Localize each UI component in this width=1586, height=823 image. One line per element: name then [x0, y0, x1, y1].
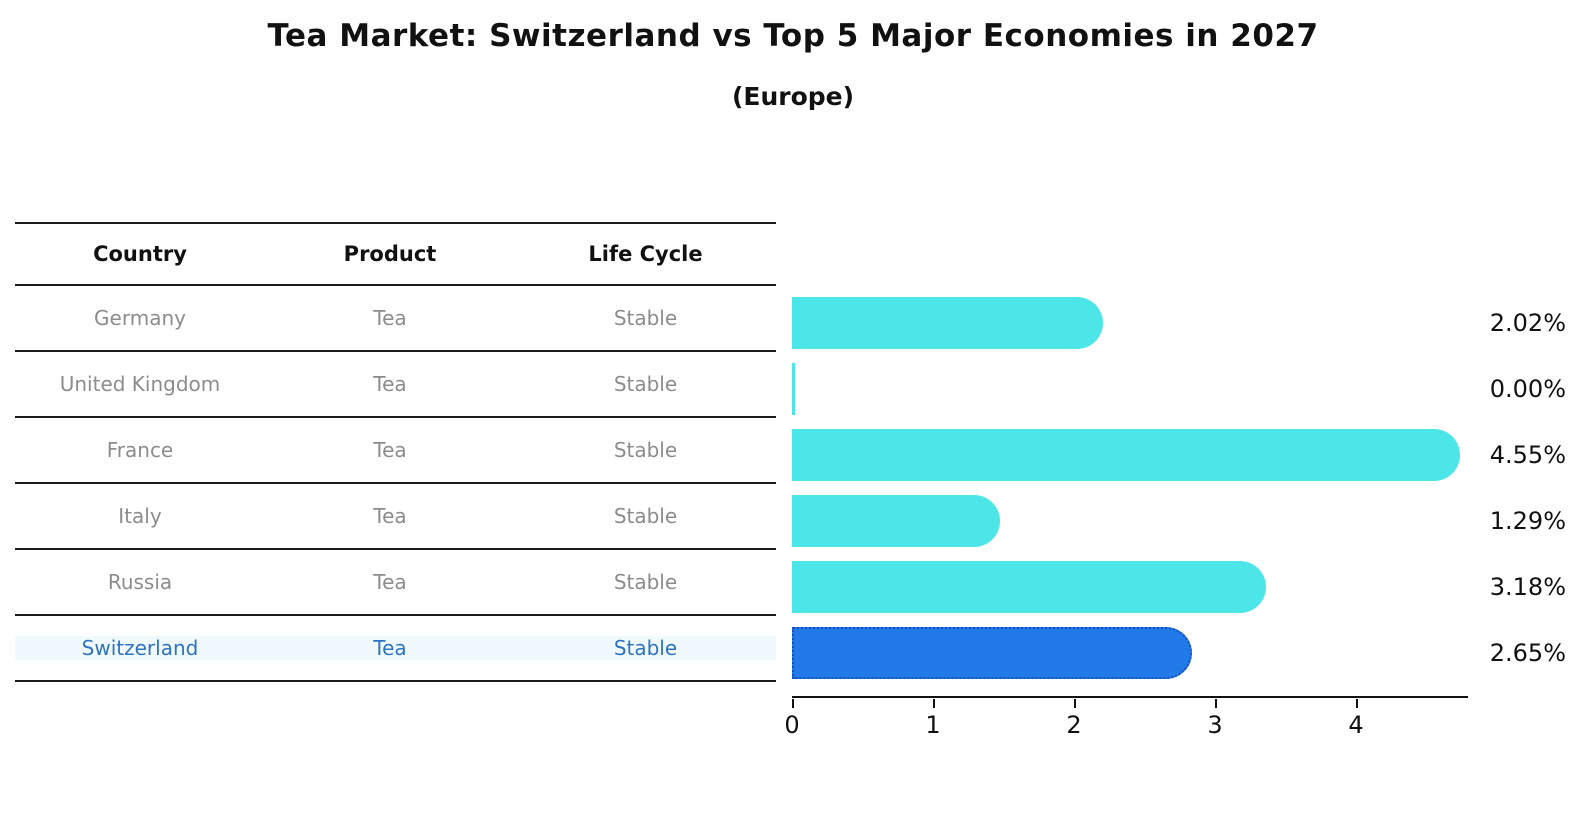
value-label-switzerland: 2.65% [1489, 639, 1566, 667]
cell-life-cycle: Stable [613, 306, 678, 330]
x-axis-tick-label-0: 0 [784, 711, 800, 739]
table-row-switzerland: Switzerland Tea Stable [15, 616, 776, 682]
cell-country: Switzerland [15, 636, 265, 660]
cell-product: Tea [373, 570, 407, 594]
x-axis-tick-1 [933, 699, 935, 708]
value-label-russia: 3.18% [1489, 573, 1566, 601]
table-header-life-cycle: Life Cycle [588, 242, 703, 266]
bar-germany [792, 297, 1103, 349]
cell-country: United Kingdom [59, 372, 221, 396]
table-row-russia: Russia Tea Stable [15, 550, 776, 616]
cell-country: Italy [118, 504, 162, 528]
cell-product: Tea [373, 504, 407, 528]
cell-life-cycle: Stable [613, 372, 678, 396]
cell-product: Tea [373, 372, 407, 396]
bar-italy [792, 495, 1000, 547]
x-axis-tick-2 [1074, 699, 1076, 708]
x-axis-tick-0 [792, 699, 794, 708]
cell-country: France [106, 438, 174, 462]
chart-subtitle: (Europe) [731, 82, 855, 111]
x-axis-tick-label-3: 3 [1207, 711, 1223, 739]
cell-life-cycle: Stable [515, 636, 776, 660]
country-table: Country Product Life Cycle Germany Tea Sta… [15, 222, 776, 682]
table-header-product: Product [343, 242, 437, 266]
cell-life-cycle: Stable [613, 570, 678, 594]
x-axis-tick-label-2: 2 [1066, 711, 1082, 739]
x-axis-tick-label-1: 1 [925, 711, 941, 739]
table-row-italy: Italy Tea Stable [15, 484, 776, 550]
chart-title: Tea Market: Switzerland vs Top 5 Major E… [267, 18, 1319, 54]
cell-country: Russia [107, 570, 173, 594]
x-axis-tick-3 [1215, 699, 1217, 708]
value-label-italy: 1.29% [1489, 507, 1566, 535]
table-row-united-kingdom: United Kingdom Tea Stable [15, 352, 776, 418]
cell-product: Tea [373, 438, 407, 462]
bar-switzerland [792, 627, 1192, 679]
value-label-france: 4.55% [1489, 441, 1566, 469]
table-row-france: France Tea Stable [15, 418, 776, 484]
cell-product: Tea [373, 306, 407, 330]
table-row-germany: Germany Tea Stable [15, 286, 776, 352]
x-axis-tick-label-4: 4 [1348, 711, 1364, 739]
table-header-country: Country [93, 242, 187, 266]
value-label-germany: 2.02% [1489, 309, 1566, 337]
bar-france [792, 429, 1460, 481]
cell-life-cycle: Stable [613, 438, 678, 462]
x-axis-line [792, 696, 1468, 698]
cell-country: Germany [94, 306, 186, 330]
value-label-united-kingdom: 0.00% [1489, 375, 1566, 403]
bar-united-kingdom [792, 363, 795, 415]
bar-russia [792, 561, 1267, 613]
x-axis-tick-4 [1356, 699, 1358, 708]
cell-life-cycle: Stable [613, 504, 678, 528]
table-header-row: Country Product Life Cycle [15, 222, 776, 286]
cell-product: Tea [265, 636, 515, 660]
